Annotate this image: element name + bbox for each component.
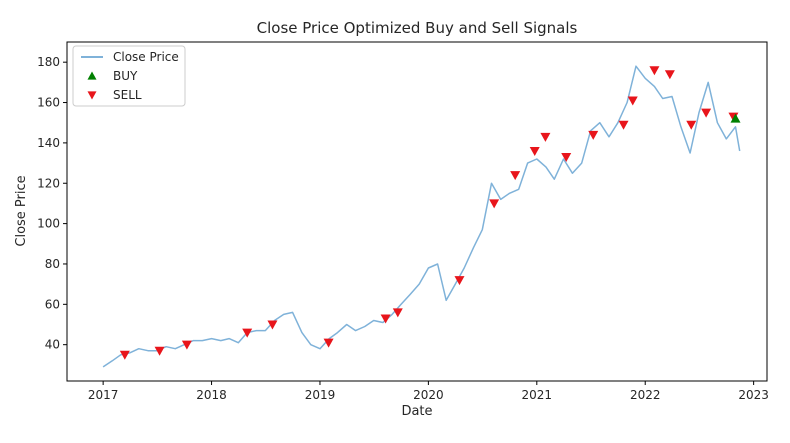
x-tick-label: 2018	[196, 388, 227, 402]
legend: Close Price BUY SELL	[72, 45, 186, 107]
legend-label: SELL	[113, 88, 142, 102]
legend-label: BUY	[113, 69, 138, 83]
chart-title: Close Price Optimized Buy and Sell Signa…	[257, 19, 578, 37]
x-tick-label: 2023	[738, 388, 769, 402]
sell-marker	[454, 276, 465, 286]
legend-sell-swatch	[87, 91, 97, 100]
sell-marker	[664, 70, 675, 80]
sell-marker	[618, 120, 629, 130]
sell-marker	[323, 338, 334, 348]
sell-marker	[649, 66, 660, 76]
sell-marker	[701, 108, 712, 118]
legend-box	[72, 45, 186, 107]
sell-marker	[686, 120, 697, 130]
y-tick-label: 120	[37, 176, 60, 190]
legend-buy-swatch	[87, 71, 97, 80]
y-axis: 40 60 80 100 120 140 160 180	[37, 55, 67, 352]
sell-marker	[627, 96, 638, 106]
y-tick-label: 80	[45, 257, 60, 271]
x-axis-label: Date	[401, 404, 432, 419]
x-tick-label: 2021	[522, 388, 553, 402]
sell-marker	[242, 328, 253, 338]
sell-marker	[561, 153, 572, 163]
plot-area	[102, 65, 741, 368]
sell-marker	[380, 314, 391, 324]
sell-marker	[540, 132, 551, 142]
sell-marker	[119, 350, 130, 360]
sell-marker	[181, 340, 192, 350]
x-axis: 2017 2018 2019 2020 2021 2022 2023	[88, 381, 769, 402]
y-tick-label: 100	[37, 217, 60, 231]
y-axis-label: Close Price	[14, 175, 29, 246]
sell-marker	[154, 346, 165, 356]
x-tick-label: 2020	[413, 388, 444, 402]
sell-marker	[392, 308, 403, 318]
buy-marker	[730, 113, 741, 123]
y-tick-label: 40	[45, 338, 60, 352]
x-tick-label: 2019	[305, 388, 336, 402]
y-tick-label: 140	[37, 136, 60, 150]
x-tick-label: 2022	[630, 388, 661, 402]
sell-marker	[267, 320, 278, 330]
close-price-line	[102, 65, 741, 368]
y-tick-label: 160	[37, 96, 60, 110]
y-tick-label: 180	[37, 55, 60, 69]
sell-marker	[588, 130, 599, 140]
y-tick-label: 60	[45, 297, 60, 311]
sell-marker	[529, 146, 540, 156]
sell-marker	[510, 171, 521, 181]
plot-frame	[66, 41, 768, 382]
x-tick-label: 2017	[88, 388, 119, 402]
legend-label: Close Price	[113, 50, 179, 64]
sell-marker	[489, 199, 500, 209]
